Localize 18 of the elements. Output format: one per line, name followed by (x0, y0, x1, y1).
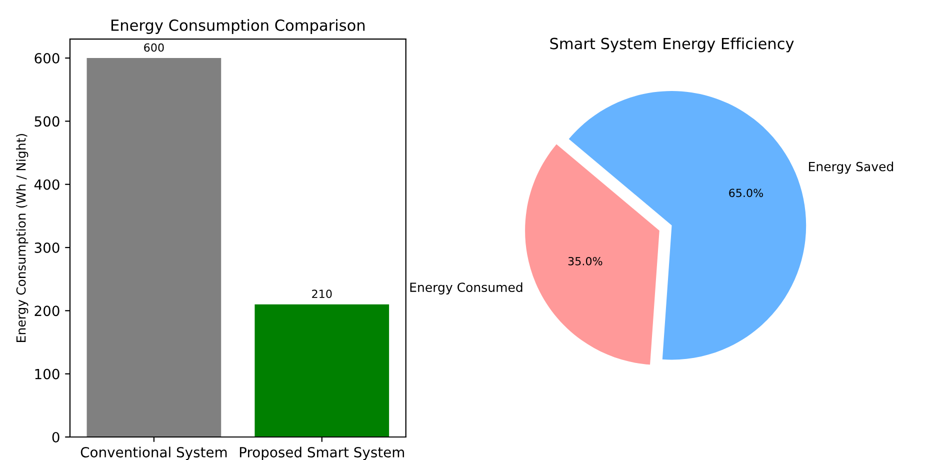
y-tick-label: 200 (34, 306, 60, 316)
chart-title: Smart System Energy Efficiency (550, 38, 794, 52)
y-tick-label: 500 (34, 116, 60, 127)
data-label: 600 (144, 43, 164, 52)
y-tick-label: 400 (34, 179, 60, 190)
data-label: 210 (312, 290, 332, 298)
data-label: 35.0% (568, 256, 602, 266)
slice-label: Energy Saved (809, 162, 894, 174)
slice-label: Energy Consumed (410, 282, 522, 294)
x-tick-label: Proposed Smart System (240, 446, 404, 460)
y-tick-label: 600 (34, 53, 60, 64)
x-tick-label: Conventional System (80, 446, 227, 460)
y-tick-label: 100 (35, 368, 60, 380)
y-tick-label: 300 (34, 242, 60, 253)
y-tick-label: 0 (52, 432, 60, 442)
chart-title: Energy Consumption Comparison (111, 19, 365, 34)
data-label: 65.0% (729, 188, 763, 198)
y-axis-title: Energy Consumption (Wh / Night) (16, 134, 28, 342)
